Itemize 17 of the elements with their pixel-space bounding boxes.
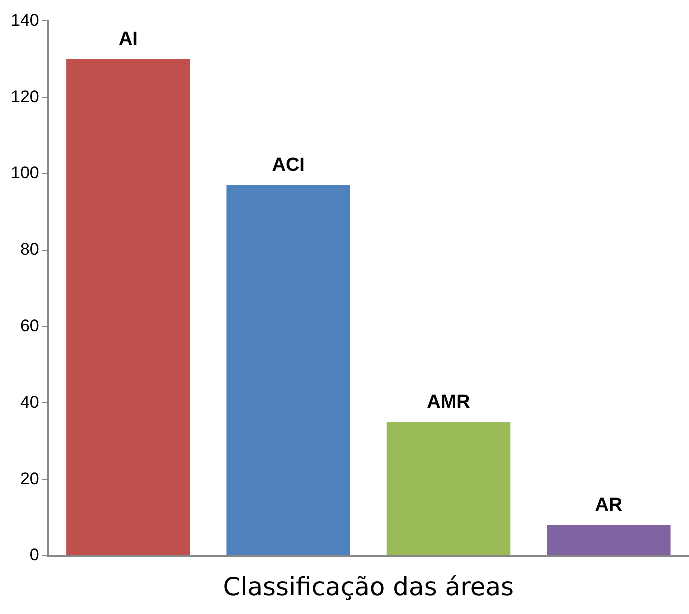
y-tick-label: 0 [30,546,40,565]
x-tick-label: ACI [272,155,305,176]
y-tick-label: 140 [10,10,40,30]
y-tick-label: 40 [20,392,40,412]
y-tick-label: 60 [20,316,40,336]
bar [547,525,671,556]
y-tick-label: 100 [10,164,40,183]
y-tick-label: 120 [10,87,40,106]
x-tick-label: AR [595,495,623,516]
bar [226,185,350,556]
x-tick-label: AI [118,29,138,50]
x-tick-label: AMR [427,392,471,414]
bar [66,59,190,556]
y-tick-label: 80 [20,240,40,260]
x-axis-title: Classificação das áreas [223,572,514,602]
y-tick-label: 20 [20,469,40,488]
bar [386,422,511,556]
